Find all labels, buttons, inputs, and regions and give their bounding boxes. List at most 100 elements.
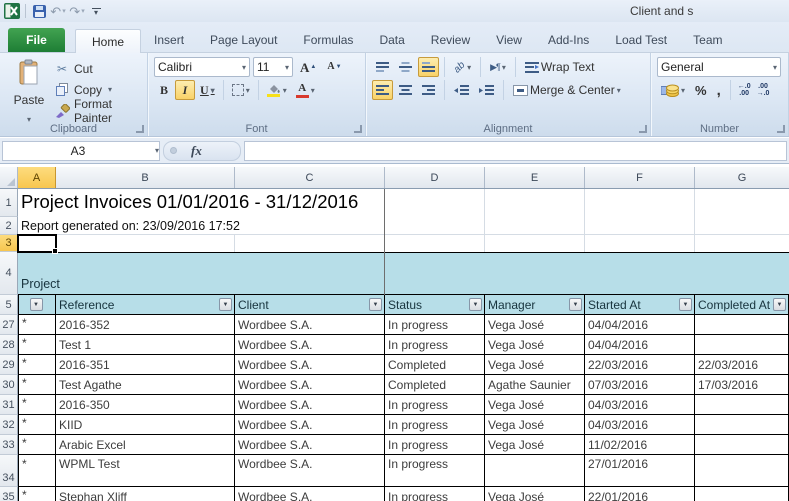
- column-header-c[interactable]: C: [235, 167, 385, 188]
- cell[interactable]: In progress: [385, 435, 485, 455]
- clipboard-dialog-launcher[interactable]: [136, 125, 144, 133]
- cell[interactable]: Wordbee S.A.: [235, 355, 385, 375]
- tab-file[interactable]: File: [8, 28, 65, 52]
- number-dialog-launcher[interactable]: [777, 125, 785, 133]
- row-header-4[interactable]: 4: [0, 252, 18, 295]
- tab-page-layout[interactable]: Page Layout: [210, 33, 278, 47]
- cell[interactable]: Completed: [385, 355, 485, 375]
- tab-formulas[interactable]: Formulas: [303, 33, 354, 47]
- decrease-indent-button[interactable]: [450, 80, 473, 100]
- underline-button[interactable]: U: [196, 80, 219, 100]
- filter-button-started[interactable]: [679, 298, 692, 311]
- cell[interactable]: KIID: [56, 415, 235, 435]
- cell[interactable]: [485, 455, 585, 487]
- cell[interactable]: Wordbee S.A.: [235, 315, 385, 335]
- column-header-f[interactable]: F: [585, 167, 695, 188]
- cell[interactable]: *: [18, 455, 56, 487]
- borders-button[interactable]: [228, 80, 254, 100]
- cell[interactable]: Vega José: [485, 335, 585, 355]
- row-header-33[interactable]: 33: [0, 435, 18, 455]
- align-left-button[interactable]: [372, 80, 393, 100]
- row-header-34[interactable]: 34: [0, 455, 18, 487]
- row-header-28[interactable]: 28: [0, 335, 18, 355]
- cell[interactable]: Vega José: [485, 315, 585, 335]
- cell[interactable]: Vega José: [485, 355, 585, 375]
- row-header-32[interactable]: 32: [0, 415, 18, 435]
- comma-style-button[interactable]: ,: [716, 81, 721, 99]
- paste-button[interactable]: Paste: [6, 57, 52, 120]
- filter-button-completed[interactable]: [773, 298, 786, 311]
- merge-center-button[interactable]: Merge & Center: [509, 80, 625, 100]
- cell[interactable]: 2016-352: [56, 315, 235, 335]
- redo-button[interactable]: ↷: [69, 2, 85, 20]
- italic-button[interactable]: I: [175, 80, 195, 100]
- row-header-27[interactable]: 27: [0, 315, 18, 335]
- fill-color-button[interactable]: [263, 80, 291, 100]
- cell[interactable]: Vega José: [485, 415, 585, 435]
- cell[interactable]: *: [18, 315, 56, 335]
- cell-f1[interactable]: [585, 189, 695, 217]
- font-color-button[interactable]: A: [292, 80, 319, 100]
- filter-button-status[interactable]: [469, 298, 482, 311]
- column-header-g[interactable]: G: [695, 167, 789, 188]
- cell[interactable]: 04/03/2016: [585, 415, 695, 435]
- font-family-select[interactable]: Calibri: [154, 57, 250, 77]
- cell[interactable]: 27/01/2016: [585, 455, 695, 487]
- orientation-button[interactable]: ab: [450, 57, 475, 77]
- column-header-b[interactable]: B: [56, 167, 235, 188]
- cell[interactable]: *: [18, 395, 56, 415]
- align-center-button[interactable]: [395, 80, 416, 100]
- cell[interactable]: Agathe Saunier: [485, 375, 585, 395]
- cell[interactable]: In progress: [385, 315, 485, 335]
- tab-view[interactable]: View: [496, 33, 522, 47]
- cell[interactable]: Wordbee S.A.: [235, 455, 385, 487]
- cell[interactable]: *: [18, 415, 56, 435]
- insert-function-button[interactable]: fx: [163, 140, 241, 161]
- column-header-d[interactable]: D: [385, 167, 485, 188]
- row-header-35[interactable]: 35: [0, 487, 18, 501]
- filter-button-manager[interactable]: [569, 298, 582, 311]
- text-direction-button[interactable]: ▶¶: [486, 57, 510, 77]
- cell[interactable]: 04/04/2016: [585, 335, 695, 355]
- save-button[interactable]: [31, 2, 47, 20]
- row-header-30[interactable]: 30: [0, 375, 18, 395]
- cell[interactable]: [695, 487, 789, 501]
- font-dialog-launcher[interactable]: [354, 125, 362, 133]
- cell-e2[interactable]: [485, 217, 585, 235]
- cell[interactable]: Test Agathe: [56, 375, 235, 395]
- name-box[interactable]: A3: [2, 140, 160, 161]
- cell[interactable]: [695, 395, 789, 415]
- format-painter-button[interactable]: Format Painter: [52, 97, 143, 125]
- cell-d3[interactable]: [385, 235, 485, 252]
- cell[interactable]: 17/03/2016: [695, 375, 789, 395]
- font-size-select[interactable]: 11: [253, 57, 293, 77]
- cell[interactable]: [695, 415, 789, 435]
- tab-home[interactable]: Home: [75, 29, 142, 53]
- grow-font-button[interactable]: A: [296, 57, 320, 77]
- section-band[interactable]: Project: [18, 252, 789, 295]
- cell-e1[interactable]: [485, 189, 585, 217]
- row-header-2[interactable]: 2: [0, 217, 18, 235]
- cell-c3[interactable]: [235, 235, 385, 252]
- cell-g2[interactable]: [695, 217, 789, 235]
- cell[interactable]: Completed: [385, 375, 485, 395]
- row-header-29[interactable]: 29: [0, 355, 18, 375]
- cell-b3[interactable]: [56, 235, 235, 252]
- select-all-button[interactable]: [0, 167, 18, 188]
- cut-button[interactable]: ✂ Cut: [52, 60, 143, 79]
- cell[interactable]: 04/04/2016: [585, 315, 695, 335]
- wrap-text-button[interactable]: Wrap Text: [521, 57, 599, 77]
- formula-input[interactable]: [244, 140, 787, 161]
- cell[interactable]: [695, 315, 789, 335]
- number-format-select[interactable]: General: [657, 57, 781, 77]
- percent-style-button[interactable]: %: [695, 82, 707, 98]
- increase-indent-button[interactable]: [475, 80, 498, 100]
- copy-button[interactable]: Copy: [52, 81, 143, 100]
- cell-d2[interactable]: [385, 217, 485, 235]
- cell[interactable]: In progress: [385, 455, 485, 487]
- cell[interactable]: 2016-350: [56, 395, 235, 415]
- column-header-e[interactable]: E: [485, 167, 585, 188]
- cell[interactable]: Test 1: [56, 335, 235, 355]
- cell[interactable]: *: [18, 375, 56, 395]
- cell[interactable]: 11/02/2016: [585, 435, 695, 455]
